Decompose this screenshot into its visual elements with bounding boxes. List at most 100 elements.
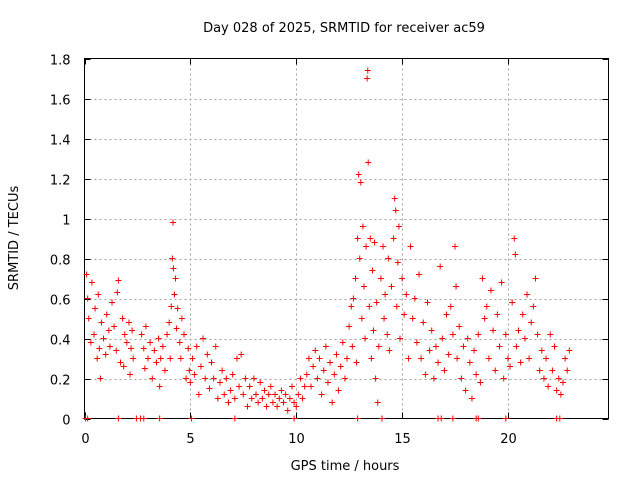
data-point (246, 383, 253, 390)
data-point (360, 283, 367, 290)
data-point (439, 335, 446, 342)
data-point (291, 415, 298, 422)
data-point (193, 343, 200, 350)
data-point (314, 375, 321, 382)
data-point (288, 383, 295, 390)
y-tick-label: 0.8 (50, 254, 71, 269)
data-point (168, 303, 175, 310)
data-point (123, 339, 130, 346)
data-point (172, 275, 179, 282)
data-point (447, 303, 454, 310)
data-point (372, 375, 379, 382)
data-point (141, 365, 148, 372)
data-point (252, 391, 259, 398)
data-point (426, 347, 433, 354)
data-point (337, 363, 344, 370)
data-point (206, 385, 213, 392)
data-point (564, 367, 571, 374)
data-point (502, 331, 509, 338)
data-point (471, 347, 478, 354)
data-point (84, 295, 91, 302)
data-point (293, 403, 300, 410)
y-tick-label: 0.2 (50, 374, 71, 389)
data-point (378, 415, 385, 422)
data-point (227, 387, 234, 394)
data-point (441, 367, 448, 374)
data-point (331, 371, 338, 378)
data-point (449, 415, 456, 422)
data-point (138, 331, 145, 338)
data-point (369, 267, 376, 274)
data-point (354, 235, 361, 242)
data-point (214, 395, 221, 402)
data-point (84, 415, 91, 422)
data-point (519, 311, 526, 318)
y-tick-label: 0.6 (50, 294, 71, 309)
data-point (530, 303, 537, 310)
data-point (438, 415, 445, 422)
data-point (509, 299, 516, 306)
data-point (92, 305, 99, 312)
data-point (377, 275, 384, 282)
data-point (407, 243, 414, 250)
data-point (359, 223, 366, 230)
data-point (517, 359, 524, 366)
data-point (155, 335, 162, 342)
data-point (274, 403, 281, 410)
data-point (348, 303, 355, 310)
data-point (267, 383, 274, 390)
data-point (173, 325, 180, 332)
data-point (551, 343, 558, 350)
data-point (460, 343, 467, 350)
data-point (498, 279, 505, 286)
data-point (231, 395, 238, 402)
data-point (420, 319, 427, 326)
data-point (504, 355, 511, 362)
data-point (538, 347, 545, 354)
data-point (210, 375, 217, 382)
data-point (238, 351, 245, 358)
x-tick-label: 0 (81, 432, 89, 447)
data-point (263, 403, 270, 410)
y-axis-label: SRMTID / TECUs (7, 186, 22, 291)
data-points (82, 67, 573, 422)
data-point (536, 367, 543, 374)
data-point (225, 399, 232, 406)
data-point (269, 399, 276, 406)
data-point (494, 311, 501, 318)
data-point (370, 327, 377, 334)
data-point (250, 375, 257, 382)
data-point (428, 327, 435, 334)
data-point (128, 345, 135, 352)
data-point (318, 391, 325, 398)
data-point (229, 371, 236, 378)
data-point (456, 323, 463, 330)
data-point (354, 415, 361, 422)
data-point (320, 367, 327, 374)
data-point (265, 391, 272, 398)
data-point (475, 415, 482, 422)
data-point (353, 359, 360, 366)
data-point (490, 327, 497, 334)
data-point (432, 343, 439, 350)
x-tick-labels: 0 5 10 15 20 (81, 432, 516, 447)
data-point (374, 399, 381, 406)
data-point (511, 235, 518, 242)
data-point (142, 323, 149, 330)
y-tick-label: 1.4 (50, 134, 71, 149)
data-point (458, 375, 465, 382)
data-point (174, 305, 181, 312)
data-point (164, 331, 171, 338)
data-point (380, 243, 387, 250)
data-point (161, 367, 168, 374)
data-point (385, 255, 392, 262)
data-point (349, 343, 356, 350)
data-point (358, 315, 365, 322)
data-point (375, 343, 382, 350)
data-point (97, 375, 104, 382)
data-point (411, 295, 418, 302)
data-point (507, 363, 514, 370)
data-point (159, 343, 166, 350)
data-point (236, 383, 243, 390)
data-point (140, 415, 147, 422)
